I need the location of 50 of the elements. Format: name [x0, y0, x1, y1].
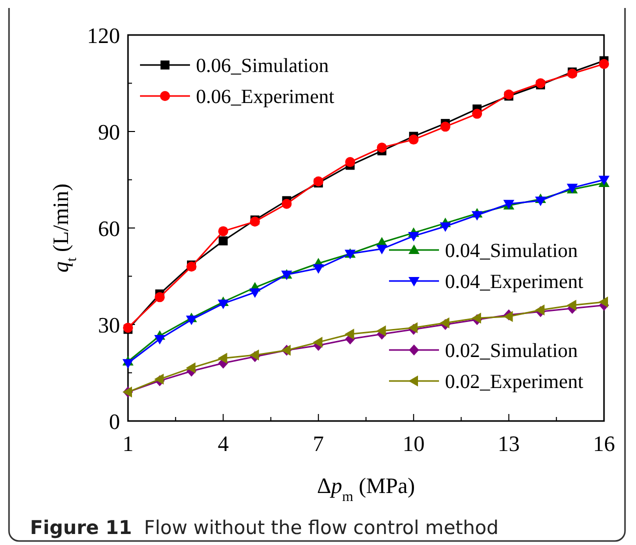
point	[249, 288, 260, 298]
point	[599, 58, 609, 69]
x-tick-label: 13	[498, 431, 520, 456]
point	[218, 236, 228, 246]
point	[154, 292, 165, 302]
y-tick-label: 120	[87, 23, 120, 48]
point	[345, 157, 356, 168]
legend-label: 0.02_Experiment	[445, 371, 584, 393]
point	[218, 352, 228, 364]
x-tick-label: 10	[402, 431, 425, 456]
point	[186, 362, 196, 374]
point	[408, 134, 419, 145]
legend-label: 0.02_Simulation	[445, 340, 578, 362]
point	[250, 216, 260, 227]
point	[440, 122, 450, 132]
y-tick-label: 60	[98, 216, 120, 241]
legend-label: 0.06_Simulation	[196, 55, 329, 77]
point	[376, 325, 386, 336]
point	[186, 262, 196, 272]
point	[567, 68, 578, 79]
caption: Figure 11 Flow without the flow control method	[30, 517, 499, 539]
point	[408, 232, 420, 242]
point	[282, 198, 292, 209]
x-tick-label: 16	[593, 431, 615, 456]
x-tick-label: 4	[218, 431, 229, 456]
point	[535, 196, 546, 206]
x-tick-label: 1	[122, 431, 134, 456]
point	[218, 226, 228, 236]
point	[472, 108, 482, 119]
point	[376, 244, 388, 254]
x-axis-title: Δp$_{m}$ (MPa)	[317, 473, 415, 505]
point	[440, 222, 451, 232]
y-tick-label: 0	[109, 409, 120, 434]
point	[186, 316, 197, 326]
point	[218, 300, 229, 310]
legend-label: 0.04_Simulation	[445, 240, 578, 262]
point	[344, 328, 354, 340]
legend-label: 0.04_Experiment	[445, 271, 584, 293]
legend-label: 0.06_Experiment	[196, 86, 335, 108]
point	[472, 211, 483, 221]
y-tick-label: 30	[98, 312, 120, 338]
point	[312, 336, 322, 348]
point	[122, 359, 134, 369]
point	[312, 264, 324, 274]
x-tick-label: 7	[312, 431, 324, 456]
point	[376, 142, 387, 153]
y-tick-label: 90	[98, 120, 120, 144]
point	[566, 300, 576, 311]
point	[598, 296, 608, 308]
point	[154, 334, 166, 344]
